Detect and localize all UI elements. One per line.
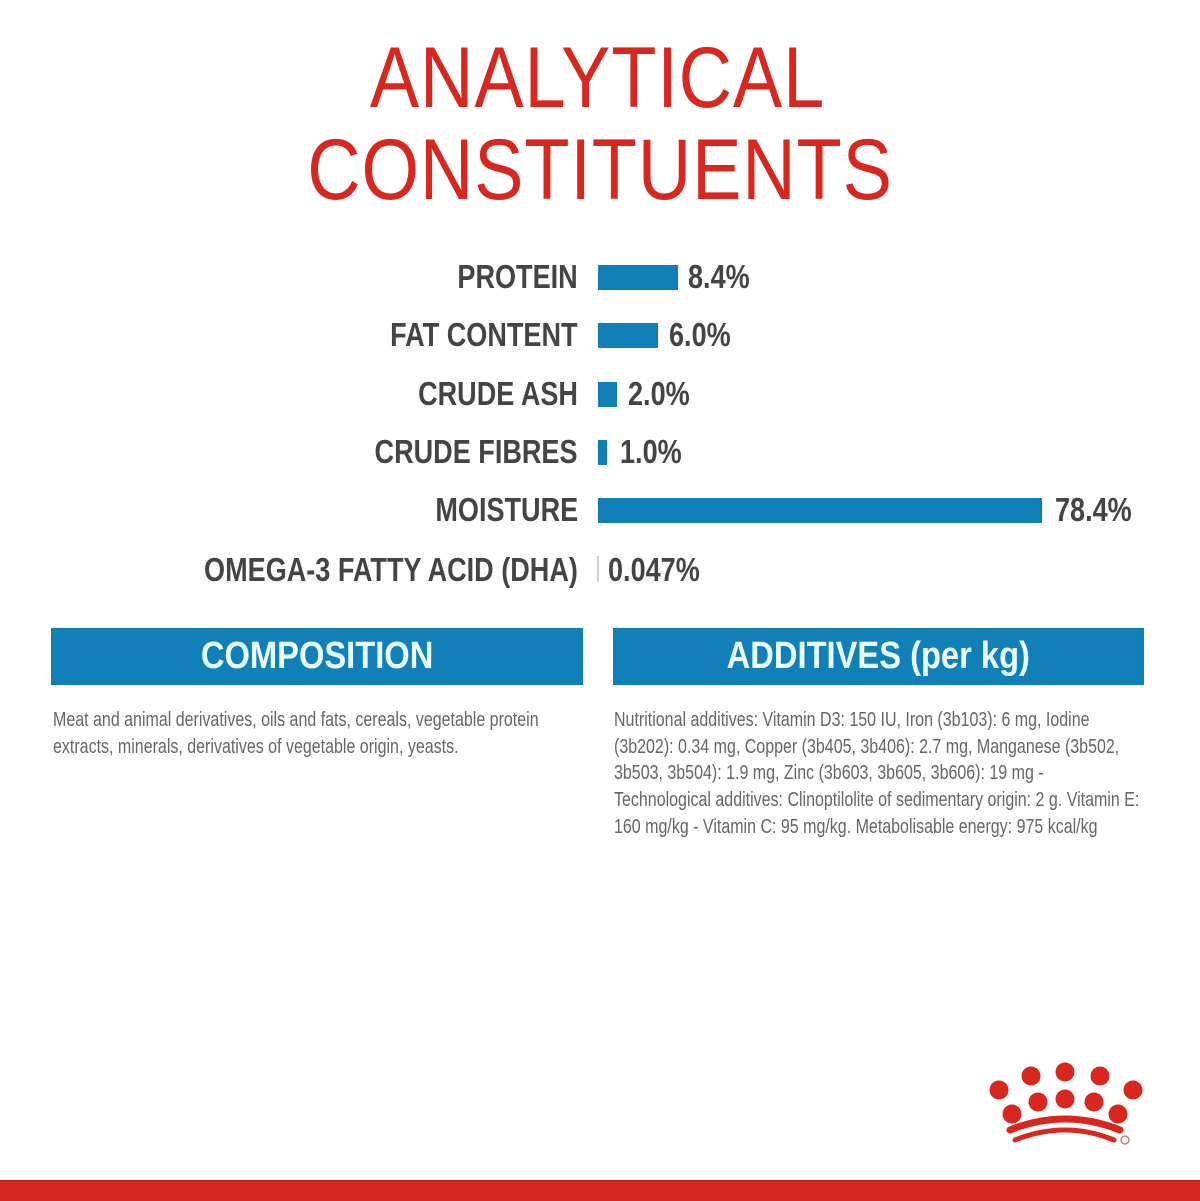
- constituent-value: 1.0%: [620, 433, 682, 470]
- composition-text: Meat and animal derivatives, oils and fa…: [53, 709, 539, 758]
- royal-canin-crown-icon: [989, 1062, 1143, 1145]
- constituent-label: FAT CONTENT: [390, 316, 578, 353]
- constituent-row-fat: FAT CONTENT 6.0%: [0, 315, 1200, 355]
- constituent-bar: [598, 265, 678, 290]
- constituent-label: MOISTURE: [435, 491, 578, 528]
- constituent-label: PROTEIN: [457, 258, 578, 295]
- constituent-value: 2.0%: [628, 375, 690, 412]
- constituent-bar: [598, 323, 658, 348]
- constituent-value: 0.047%: [608, 551, 700, 588]
- constituent-row-omega3: OMEGA-3 FATTY ACID (DHA) 0.047%: [0, 550, 1200, 590]
- footer-red-bar: [0, 1180, 1200, 1201]
- title-line-2: CONSTITUENTS: [307, 122, 893, 218]
- constituent-bar: [598, 498, 1042, 523]
- constituent-bar: [598, 440, 607, 465]
- composition-header-label: COMPOSITION: [200, 635, 434, 677]
- composition-text-block: Meat and animal derivatives, oils and fa…: [53, 707, 581, 760]
- constituent-row-fibres: CRUDE FIBRES 1.0%: [0, 432, 1200, 472]
- constituent-value: 8.4%: [688, 258, 750, 295]
- constituent-row-moisture: MOISTURE 78.4%: [0, 490, 1200, 530]
- constituent-label: CRUDE FIBRES: [375, 433, 578, 470]
- constituent-row-ash: CRUDE ASH 2.0%: [0, 374, 1200, 414]
- composition-header: COMPOSITION: [51, 628, 583, 685]
- additives-text-block: Nutritional additives: Vitamin D3: 150 I…: [614, 707, 1142, 841]
- additives-text: Nutritional additives: Vitamin D3: 150 I…: [614, 709, 1140, 838]
- additives-header: ADDITIVES (per kg): [613, 628, 1144, 685]
- constituent-bar: [598, 382, 617, 407]
- additives-header-label: ADDITIVES (per kg): [726, 635, 1031, 677]
- constituent-label: OMEGA-3 FATTY ACID (DHA): [204, 551, 578, 588]
- title-line-1: ANALYTICAL: [369, 30, 826, 126]
- page-title: ANALYTICAL CONSTITUENTS: [0, 34, 1200, 214]
- constituent-label: CRUDE ASH: [418, 375, 578, 412]
- constituent-bar: [597, 556, 599, 582]
- constituent-row-protein: PROTEIN 8.4%: [0, 257, 1200, 297]
- constituent-value: 78.4%: [1055, 491, 1132, 528]
- constituent-value: 6.0%: [669, 316, 731, 353]
